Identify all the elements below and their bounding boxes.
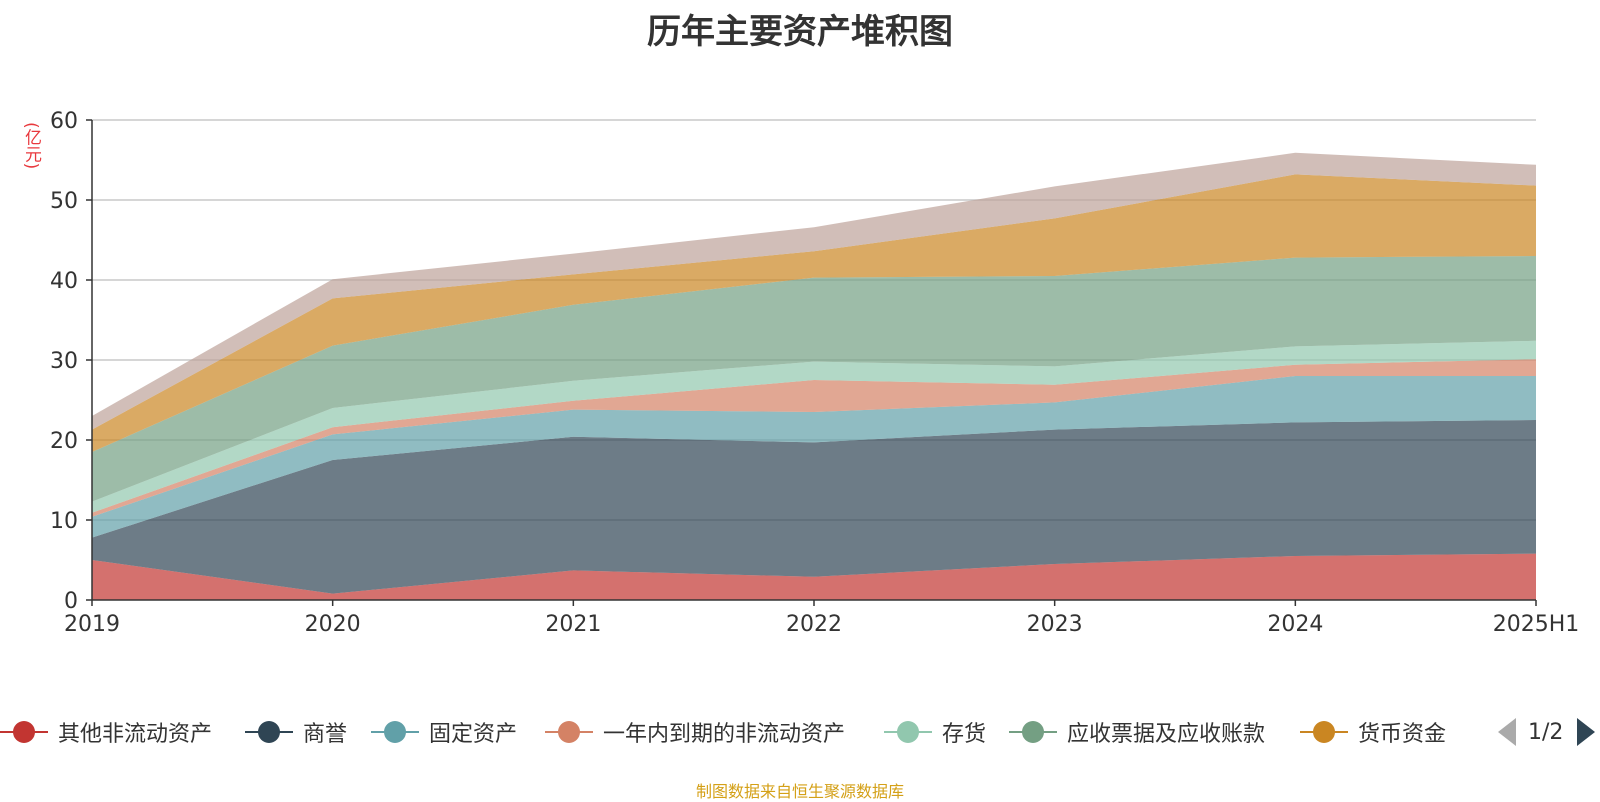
legend-pager: 1/2 (1498, 712, 1596, 752)
y-tick-label: 10 (50, 509, 78, 534)
legend-prev-page-icon[interactable] (1498, 718, 1516, 746)
legend: 其他非流动资产 商誉 固定资产 一年内到期的非流动资产 存货 应收票据及应收账款 (0, 712, 1600, 752)
y-tick-label: 40 (50, 269, 78, 294)
source-note: 制图数据来自恒生聚源数据库 (695, 782, 904, 801)
x-tick-label: 2019 (64, 612, 120, 637)
x-tick-label: 2022 (786, 612, 842, 637)
area-series-layer (92, 152, 1536, 600)
y-tick-label: 30 (50, 349, 78, 374)
x-tick-label: 2024 (1267, 612, 1323, 637)
x-tick-label: 2025H1 (1493, 612, 1580, 637)
legend-item-goodwill[interactable]: 商誉 (245, 712, 347, 752)
x-tick-label: 2023 (1027, 612, 1083, 637)
y-axis-unit-label: (亿元) (21, 122, 41, 170)
legend-item-inventory[interactable]: 存货 (884, 712, 986, 752)
legend-symbol (545, 720, 593, 744)
legend-label: 商誉 (303, 722, 348, 747)
legend-symbol (1009, 720, 1057, 744)
legend-symbol (0, 720, 48, 744)
legend-next-page-icon[interactable] (1577, 718, 1596, 746)
chart-title: 历年主要资产堆积图 (647, 12, 953, 52)
y-tick-label: 0 (64, 589, 78, 614)
area-series-货币资金 (92, 174, 1536, 452)
legend-page-indicator: 1/2 (1528, 719, 1564, 745)
legend-symbol (245, 720, 293, 744)
area-series-应收票据及应收账款 (92, 256, 1536, 502)
legend-label: 应收票据及应收账款 (1067, 722, 1266, 747)
legend-label: 其他非流动资产 (58, 722, 213, 747)
legend-item-current-portion-noncurrent-assets[interactable]: 一年内到期的非流动资产 (545, 712, 845, 752)
legend-item-fixed-assets[interactable]: 固定资产 (371, 712, 517, 752)
legend-symbol (884, 720, 932, 744)
legend-label: 货币资金 (1358, 722, 1447, 747)
legend-label: 一年内到期的非流动资产 (603, 722, 846, 747)
y-tick-label: 60 (50, 109, 78, 134)
x-tick-label: 2020 (305, 612, 361, 637)
area-series-存货 (92, 340, 1536, 513)
x-tick-label: 2021 (545, 612, 601, 637)
legend-symbol (1300, 720, 1348, 744)
legend-label: 固定资产 (429, 722, 518, 747)
y-tick-label: 50 (50, 189, 78, 214)
area-series-商誉 (92, 420, 1536, 594)
legend-item-other-noncurrent-assets[interactable]: 其他非流动资产 (0, 712, 212, 752)
legend-label: 存货 (942, 722, 987, 747)
legend-item-monetary-funds[interactable]: 货币资金 (1300, 712, 1446, 752)
axes: 0 10 20 30 40 50 60 2019 2020 2021 2022 2023 2024 202… (50, 109, 1579, 637)
legend-symbol (371, 720, 419, 744)
area-series-固定资产 (92, 376, 1536, 538)
y-tick-label: 20 (50, 429, 78, 454)
area-series-unnamed (92, 152, 1536, 430)
legend-item-notes-accounts-receivable[interactable]: 应收票据及应收账款 (1009, 712, 1265, 752)
stacked-area-chart: 0 10 20 30 40 50 60 2019 2020 2021 2022 2023 2024 202… (50, 109, 1579, 637)
area-series-一年内到期的非流动资产 (92, 359, 1536, 517)
